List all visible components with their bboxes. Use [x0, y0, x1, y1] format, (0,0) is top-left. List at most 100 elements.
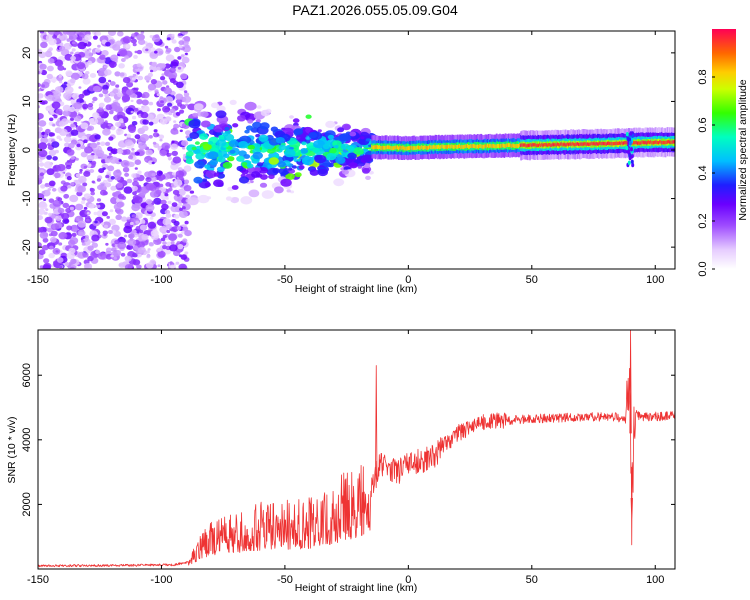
ridge-band — [484, 143, 487, 148]
noise-speckle — [147, 248, 151, 251]
noise-speckle — [132, 73, 137, 77]
ridge-band — [658, 141, 660, 145]
colorbar-tick-label: 0.4 — [697, 165, 709, 180]
noise-speckle — [62, 218, 70, 225]
ridge-band — [405, 146, 408, 151]
ridge-band — [413, 145, 416, 150]
burst-blob — [288, 167, 293, 171]
burst-blob — [204, 164, 211, 169]
noise-speckle — [160, 237, 166, 242]
burst-blob — [194, 160, 206, 169]
noise-speckle — [69, 194, 79, 203]
ridge-band — [505, 143, 508, 148]
noise-speckle — [161, 142, 171, 150]
ridge-band — [662, 140, 665, 145]
noise-speckle — [66, 38, 71, 42]
ridge-band — [429, 144, 431, 149]
burst-blob — [195, 152, 206, 160]
noise-speckle — [183, 90, 188, 93]
noise-speckle — [170, 143, 178, 150]
noise-speckle — [156, 66, 161, 71]
ridge-band — [402, 145, 405, 150]
ridge-band — [551, 143, 554, 147]
noise-speckle — [83, 139, 88, 143]
ridge-band — [574, 142, 577, 147]
noise-speckle — [182, 95, 192, 103]
noise-speckle — [161, 203, 169, 210]
noise-speckle — [105, 141, 111, 146]
noise-speckle — [162, 105, 171, 113]
burst-blob — [243, 154, 251, 159]
ridge-band — [440, 145, 442, 149]
noise-speckle — [86, 212, 90, 215]
ridge-band — [375, 145, 378, 149]
noise-speckle — [78, 175, 87, 184]
burst-blob — [224, 126, 230, 131]
snr-panel: -150 -100 -50 0 50 100 2000 4000 6000 Height of… — [6, 329, 676, 594]
ridge-band — [585, 142, 588, 146]
noise-speckle — [72, 41, 76, 45]
burst-blob — [353, 147, 364, 155]
noise-speckle — [96, 202, 100, 206]
noise-speckle — [121, 58, 126, 62]
ridge-band — [673, 140, 675, 144]
noise-speckle — [117, 53, 121, 57]
burst-blob — [202, 143, 212, 151]
ridge-band — [512, 143, 515, 148]
ridge-band — [644, 140, 647, 144]
noise-speckle — [178, 45, 183, 49]
noise-speckle — [55, 86, 64, 94]
noise-speckle — [38, 166, 41, 170]
ridge-band — [575, 142, 578, 146]
noise-speckle — [38, 227, 43, 233]
ridge-band — [660, 140, 662, 144]
noise-speckle — [95, 249, 101, 254]
noise-speckle — [151, 62, 157, 67]
noise-speckle — [58, 232, 68, 240]
noise-speckle — [168, 187, 173, 192]
burst-blob — [194, 141, 200, 145]
noise-speckle — [69, 206, 74, 211]
snr-x-label: Height of straight line (km) — [295, 582, 418, 594]
noise-speckle — [102, 230, 109, 235]
ridge-band — [444, 145, 447, 149]
noise-speckle — [90, 230, 95, 234]
ridge-band — [570, 142, 572, 146]
ridge-band — [664, 140, 667, 145]
ridge-band — [425, 146, 428, 150]
noise-speckle — [165, 213, 172, 218]
burst-blob — [289, 115, 294, 119]
ridge-band — [393, 146, 396, 150]
noise-speckle — [107, 230, 113, 234]
noise-speckle — [180, 54, 185, 58]
noise-speckle — [111, 247, 117, 252]
noise-speckle — [87, 102, 94, 108]
ridge-band — [446, 145, 449, 149]
ridge-band — [663, 140, 666, 145]
noise-speckle — [139, 224, 148, 231]
ridge-band — [438, 144, 440, 149]
noise-speckle — [124, 234, 128, 238]
noise-speckle — [126, 216, 131, 220]
noise-speckle — [108, 61, 117, 68]
noise-speckle — [183, 36, 191, 42]
ridge-band — [434, 145, 437, 150]
burst-blob — [211, 102, 219, 109]
ridge-band — [396, 145, 399, 150]
ridge-band — [620, 141, 622, 146]
ridge-band — [439, 145, 441, 150]
noise-speckle — [39, 63, 47, 70]
burst-blob — [251, 171, 261, 178]
noise-speckle — [84, 34, 92, 41]
noise-speckle — [118, 48, 128, 56]
noise-speckle — [145, 198, 153, 205]
noise-speckle — [169, 108, 176, 113]
noise-speckle — [138, 246, 146, 254]
burst-blob — [241, 169, 249, 175]
ridge-band — [604, 141, 607, 146]
ridge-band — [648, 140, 650, 144]
noise-speckle — [48, 212, 52, 216]
noise-speckle — [100, 222, 105, 226]
noise-speckle — [52, 123, 56, 127]
noise-speckle — [70, 182, 75, 186]
